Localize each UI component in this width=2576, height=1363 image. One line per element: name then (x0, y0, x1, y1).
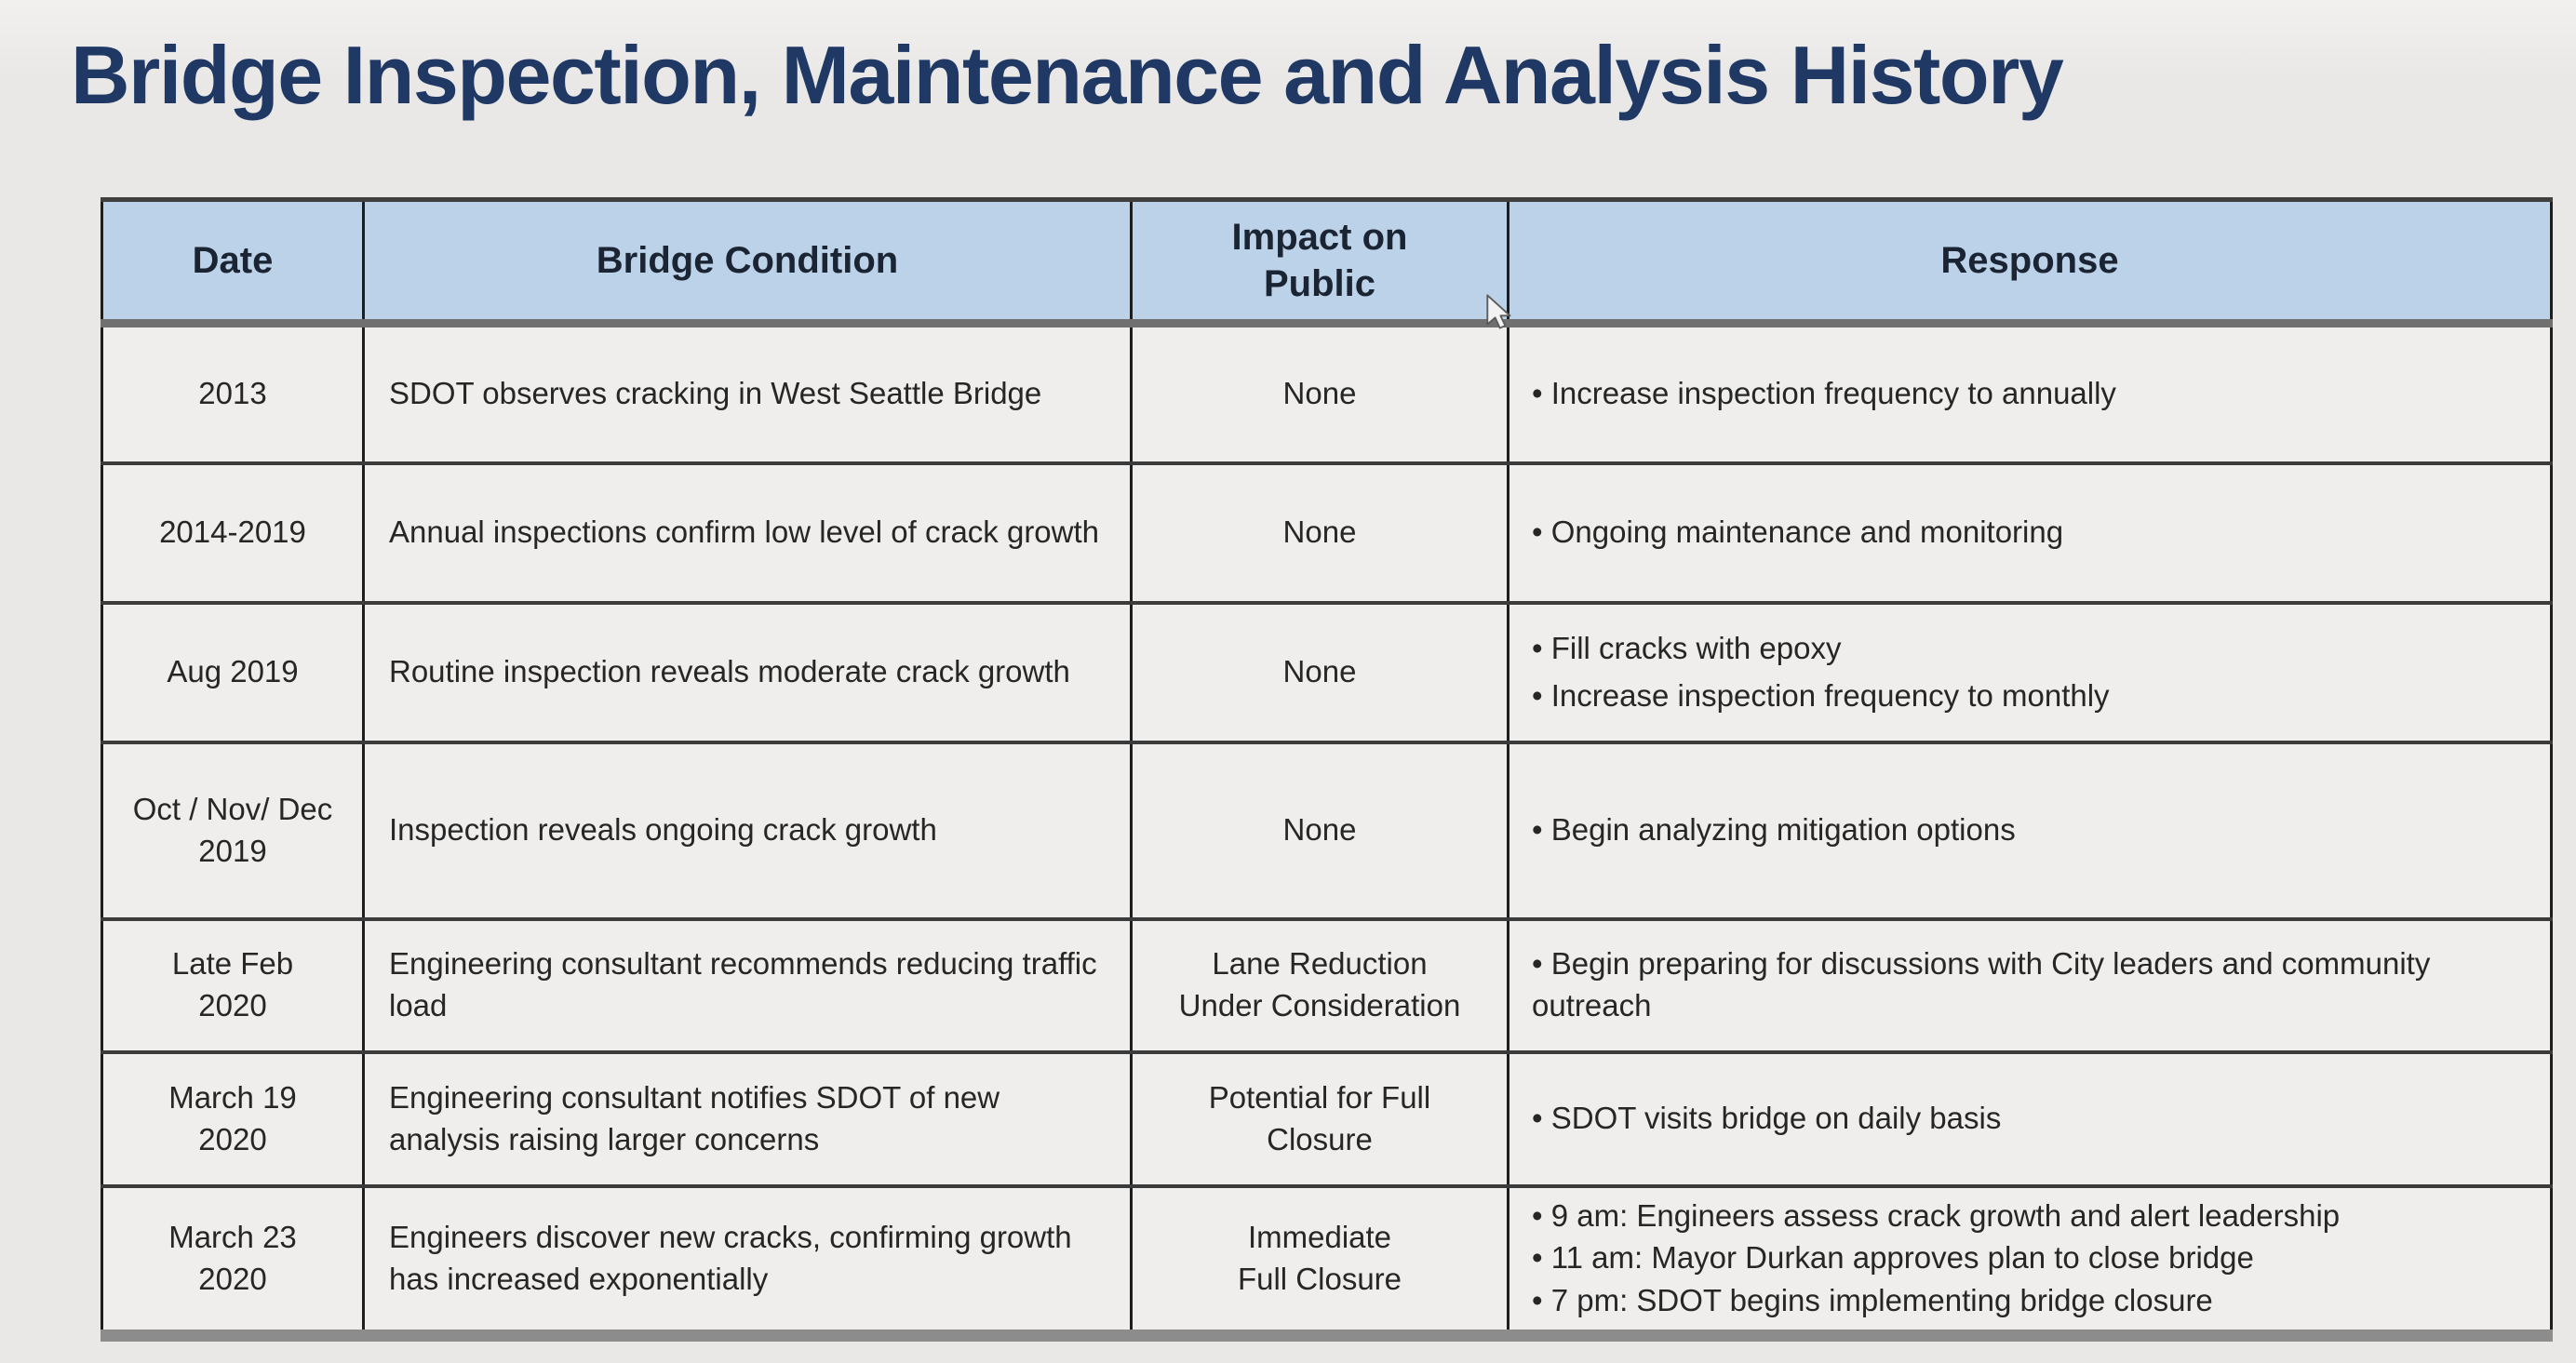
response-bullet: • Increase inspection frequency to month… (1532, 677, 2110, 713)
response-bullet: • Begin analyzing mitigation options (1532, 812, 2016, 848)
table-row: Aug 2019 Routine inspection reveals moder… (101, 602, 2553, 742)
impact-cell: Immediate Full Closure (1130, 1185, 1509, 1336)
response-bullet: • 9 am: Engineers assess crack growth an… (1532, 1197, 2341, 1233)
condition-cell: Engineering consultant notifies SDOT of … (362, 1051, 1133, 1186)
response-bullet: • SDOT visits bridge on daily basis (1532, 1101, 2002, 1136)
date-cell: Aug 2019 (101, 602, 365, 742)
table-row: March 23 2020 Engineers discover new crack… (101, 1185, 2553, 1336)
table-header-row: Date Bridge Condition Impact on Public R… (101, 199, 2553, 324)
response-bullet: • Increase inspection frequency to annua… (1532, 376, 2116, 411)
history-table: Date Bridge Condition Impact on Public R… (101, 197, 2553, 1343)
impact-cell: Lane Reduction Under Consideration (1130, 918, 1509, 1052)
date-cell: March 19 2020 (101, 1051, 365, 1186)
impact-cell: None (1130, 602, 1509, 742)
column-header-label: Response (1940, 240, 2119, 281)
table-row: 2013 SDOT observes cracking in West Seatt… (101, 323, 2553, 463)
impact-cell: None (1130, 742, 1509, 919)
table-row: March 19 2020 Engineering consultant notif… (101, 1051, 2553, 1186)
condition-cell: Engineers discover new cracks, confirmin… (362, 1185, 1133, 1336)
response-bullet: • Begin preparing for discussions with C… (1532, 946, 2431, 1022)
table-row: 2014-2019 Annual inspections confirm low … (101, 462, 2553, 603)
impact-cell: Potential for Full Closure (1130, 1051, 1509, 1186)
response-bullet: • 7 pm: SDOT begins implementing bridge … (1532, 1283, 2213, 1318)
response-cell: • Fill cracks with epoxy • Increase inspe… (1507, 602, 2553, 742)
condition-cell: Routine inspection reveals moderate crac… (362, 602, 1133, 742)
impact-cell: None (1130, 323, 1509, 463)
table-row: Oct / Nov/ Dec 2019 Inspection reveals ong… (101, 742, 2553, 919)
column-header-label: Date (192, 240, 274, 281)
response-cell: • SDOT visits bridge on daily basis (1507, 1051, 2553, 1186)
page-title: Bridge Inspection, Maintenance and Analy… (71, 29, 2064, 121)
response-bullet: • 11 am: Mayor Durkan approves plan to c… (1532, 1240, 2254, 1276)
date-cell: 2014-2019 (101, 462, 365, 603)
condition-cell: Annual inspections confirm low level of … (362, 462, 1133, 603)
column-header-bridge-condition: Bridge Condition (362, 199, 1133, 324)
condition-cell: SDOT observes cracking in West Seattle B… (362, 323, 1133, 463)
date-cell: Oct / Nov/ Dec 2019 (101, 742, 365, 919)
response-cell: • 9 am: Engineers assess crack growth an… (1507, 1185, 2553, 1336)
column-header-label: Impact on Public (1231, 217, 1408, 304)
response-cell: • Ongoing maintenance and monitoring (1507, 462, 2553, 603)
impact-cell: None (1130, 462, 1509, 603)
column-header-response: Response (1507, 199, 2553, 324)
response-cell: • Increase inspection frequency to annua… (1507, 323, 2553, 463)
date-cell: March 23 2020 (101, 1185, 365, 1336)
condition-cell: Engineering consultant recommends reduci… (362, 918, 1133, 1052)
response-bullet: • Ongoing maintenance and monitoring (1532, 514, 2064, 550)
response-bullet: • Fill cracks with epoxy (1532, 630, 1842, 665)
response-cell: • Begin preparing for discussions with C… (1507, 918, 2553, 1052)
mouse-pointer-icon (1486, 294, 1511, 329)
date-cell: 2013 (101, 323, 365, 463)
column-header-label: Bridge Condition (596, 240, 899, 281)
column-header-date: Date (101, 199, 365, 324)
table-row: Late Feb 2020 Engineering consultant recom… (101, 918, 2553, 1052)
column-header-impact-on-public: Impact on Public (1130, 199, 1509, 324)
date-cell: Late Feb 2020 (101, 918, 365, 1052)
condition-cell: Inspection reveals ongoing crack growth (362, 742, 1133, 919)
response-cell: • Begin analyzing mitigation options (1507, 742, 2553, 919)
